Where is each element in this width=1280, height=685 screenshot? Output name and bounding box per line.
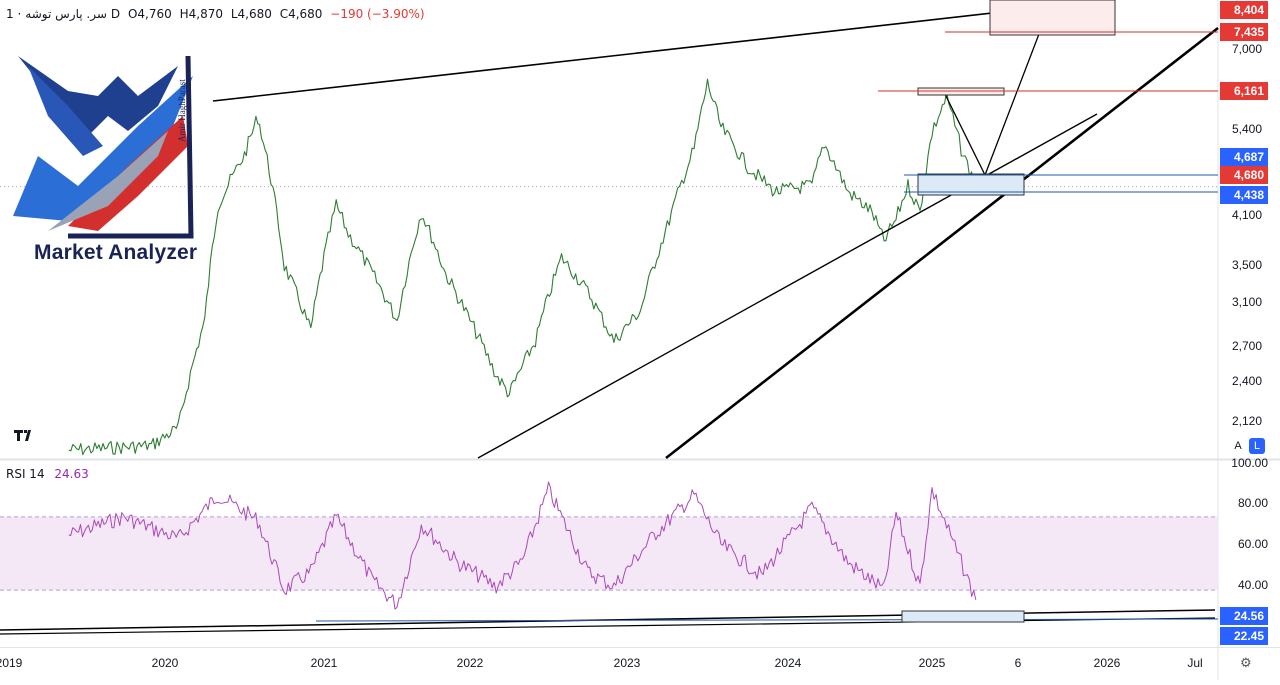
price-label-box [1220, 166, 1268, 184]
price-series-line [68, 78, 977, 456]
target-zone-box [989, 0, 1116, 36]
rsi-title[interactable]: RSI 14 [6, 467, 45, 481]
logo-author-text: Amir HaghParast [177, 79, 187, 142]
rsi-label-2456: 24.56 [1234, 609, 1264, 623]
rsi-support-line [315, 618, 1219, 622]
gear-icon[interactable]: ⚙ [1240, 655, 1252, 670]
lower-trend-line [477, 113, 1098, 459]
rsi-series-line [68, 481, 977, 610]
price-label-4687: 4,687 [1234, 150, 1264, 164]
price-tick-label: 2,700 [1232, 339, 1262, 353]
price-tick-label: 3,500 [1232, 258, 1262, 272]
logo-emblem-icon [13, 55, 194, 239]
steep-trend-line [665, 26, 1219, 460]
price-label-box [1220, 148, 1268, 166]
time-tick-label: 2021 [311, 656, 338, 670]
price-label-box [1220, 186, 1268, 204]
time-tick-label: 2025 [919, 656, 946, 670]
rsi-label-box [1220, 607, 1268, 625]
time-tick-label: 2022 [457, 656, 484, 670]
price-label-box [1220, 23, 1268, 41]
log-scale-button[interactable]: L [1249, 438, 1265, 454]
rsi-label-2245: 22.45 [1234, 629, 1264, 643]
interval-label[interactable]: 1D [6, 7, 121, 21]
rsi-tick-label: 100.00 [1231, 456, 1268, 470]
time-tick-label: 6 [1015, 656, 1022, 670]
price-label-4438: 4,438 [1234, 188, 1264, 202]
time-tick-label: 2026 [1094, 656, 1121, 670]
time-tick-label: 2020 [152, 656, 179, 670]
price-tick-label: 4,100 [1232, 208, 1262, 222]
rsi-zone-box [901, 610, 1025, 623]
price-tick-label: 2,400 [1232, 374, 1262, 388]
price-label-7435: 7,435 [1234, 25, 1264, 39]
price-label-4680: 4,680 [1234, 168, 1264, 182]
price-label-6161: 6,161 [1234, 84, 1264, 98]
symbol-header: سر. پارس توشه· 1D O4,760 H4,870 L4,680 C… [6, 7, 425, 21]
price-tick-label: 5,400 [1232, 122, 1262, 136]
time-tick-label: 2024 [775, 656, 802, 670]
logo-brand-text: Market Analyzer [34, 241, 198, 264]
price-label-box [1220, 82, 1268, 100]
rsi-band [0, 516, 1218, 591]
time-tick-label: 2019 [0, 656, 23, 670]
auto-scale-button[interactable]: A [1234, 440, 1242, 452]
rsi-current-value: 24.63 [54, 467, 89, 481]
time-tick-label: 2023 [614, 656, 641, 670]
rsi-tick-label: 40.00 [1238, 578, 1268, 592]
symbol-name[interactable]: سر. پارس توشه [25, 7, 107, 21]
change-value: −190 (−3.90%) [330, 7, 425, 21]
high-value: H4,870 [179, 7, 223, 21]
price-tick-label: 7,000 [1232, 42, 1262, 56]
price-label-8404: 8,404 [1234, 3, 1264, 17]
price-label-box [1220, 1, 1268, 19]
upper-trend-line [212, 1, 1091, 102]
low-value: L4,680 [230, 7, 272, 21]
time-tick-label: Jul [1187, 656, 1202, 670]
rsi-label-box [1220, 627, 1268, 645]
price-tick-label: 3,100 [1232, 295, 1262, 309]
rsi-tick-label: 80.00 [1238, 496, 1268, 510]
tradingview-logo-icon[interactable] [12, 426, 38, 444]
rsi-tick-label: 60.00 [1238, 537, 1268, 551]
rsi-header: RSI 14 24.63 [6, 467, 89, 481]
price-tick-label: 2,120 [1232, 414, 1262, 428]
open-value: O4,760 [127, 7, 172, 21]
close-value: C4,680 [279, 7, 323, 21]
support-zone-box [917, 173, 1025, 196]
